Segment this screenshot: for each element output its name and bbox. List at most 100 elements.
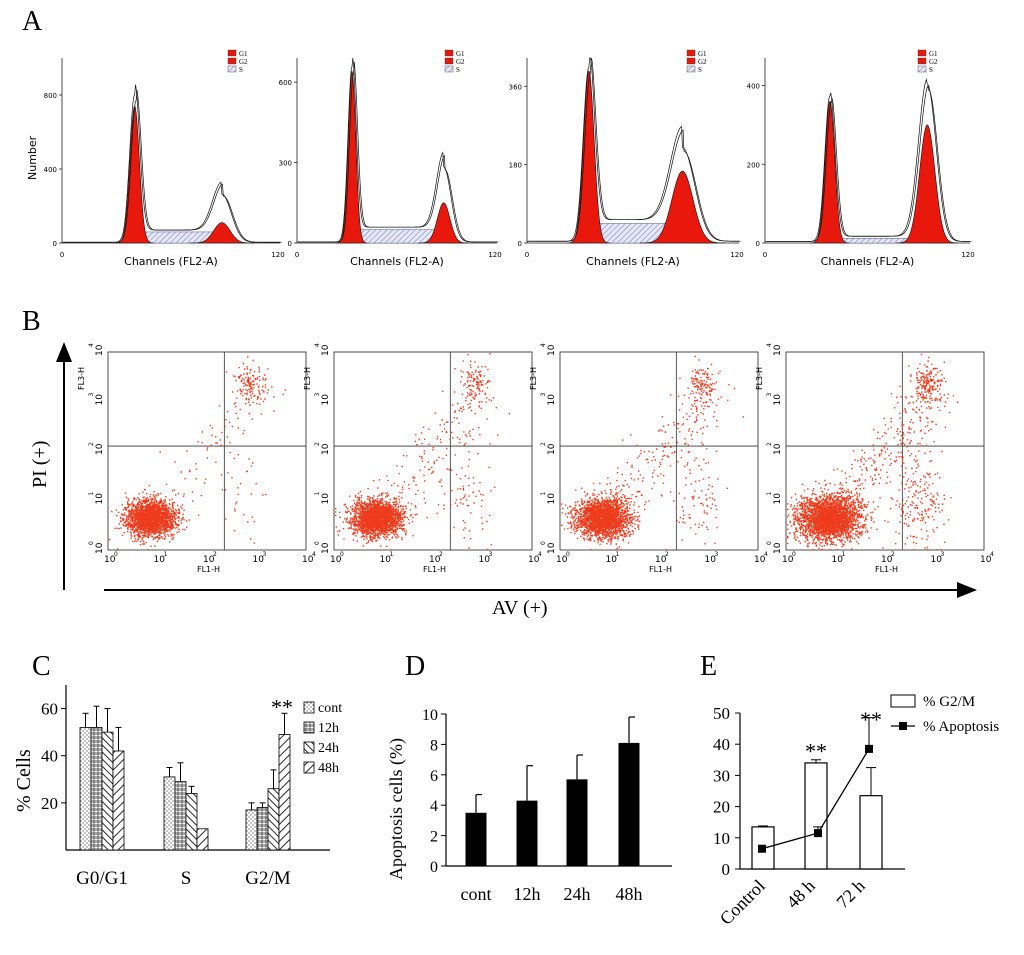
x-axis-label: FL1-H <box>875 565 898 574</box>
legend-swatch <box>917 49 927 57</box>
y-tick-exp: 1 <box>766 492 773 496</box>
y-tick-base: 10 <box>547 394 557 406</box>
y-tick-exp: 0 <box>540 541 547 545</box>
raw-histogram-outline <box>297 57 497 243</box>
y-tick-label: 50 <box>713 704 730 723</box>
bar-12h <box>256 807 269 851</box>
y-tick-exp: 1 <box>314 492 321 496</box>
y-tick-base: 10 <box>321 394 331 406</box>
x-axis-label: FL1-H <box>423 565 446 574</box>
legend-label: G2 <box>456 58 465 66</box>
x-tick-exp: 0 <box>792 551 796 558</box>
x-tick-exp: 0 <box>340 551 344 558</box>
x-tick-base: 10 <box>980 555 992 565</box>
legend-label: G2 <box>929 58 938 66</box>
panel-a-ylabel: Number <box>26 135 39 180</box>
legend-label: 48h <box>318 761 339 776</box>
legend-label: 12h <box>318 721 339 736</box>
legend-label: % G2/M <box>923 694 975 710</box>
legend-label: S <box>456 66 460 74</box>
x-tick-base: 10 <box>931 555 943 565</box>
category-label: 12h <box>514 884 541 904</box>
y-axis-label: FL3-H <box>77 367 86 390</box>
y-axis-label: FL3-H <box>529 367 538 390</box>
panel-e-combined-chart: 0 10 20 30 40 50 ** ** % G2/M % Apoptosis Control 4… <box>713 694 999 929</box>
x-tick-exp: 4 <box>538 551 542 558</box>
legend-label: cont <box>318 701 342 716</box>
y-tick-base: 10 <box>321 443 331 455</box>
legend-swatch <box>686 57 696 65</box>
y-tick-base: 10 <box>95 493 105 505</box>
raw-histogram-outline <box>528 57 741 242</box>
g2-peak <box>418 202 470 244</box>
x-tick-base: 10 <box>832 555 844 565</box>
bar-24h <box>566 779 588 866</box>
y-tick-exp: 2 <box>540 442 547 446</box>
legend-label: 24h <box>318 741 339 756</box>
apoptosis-marker <box>814 829 822 838</box>
x-tick-exp: 0 <box>114 551 118 558</box>
y-tick-exp: 4 <box>766 343 773 347</box>
x-tick-exp: 4 <box>990 551 994 558</box>
significance-mark: ** <box>805 738 827 763</box>
pi-axis-label: PI (+) <box>29 441 51 488</box>
y-tick-exp: 1 <box>540 492 547 496</box>
x-tick-label: 120 <box>271 251 284 259</box>
legend-label: G1 <box>698 50 707 58</box>
g2-peak <box>639 170 725 244</box>
legend-label: G1 <box>929 50 938 58</box>
event-dots <box>109 356 287 551</box>
x-tick-base: 10 <box>528 555 540 565</box>
raw-histogram-outline <box>63 90 282 243</box>
y-tick-label: 0 <box>430 859 438 876</box>
category-label: 48 h <box>782 876 818 912</box>
x-tick-label: 0 <box>60 251 64 259</box>
g1-peak <box>567 70 611 244</box>
y-tick-label: 20 <box>41 794 58 813</box>
x-tick-label: 120 <box>730 251 743 259</box>
x-tick-base: 10 <box>104 555 116 565</box>
y-tick-label: 400 <box>44 166 57 174</box>
y-tick-exp: 4 <box>88 343 95 347</box>
bar-24h <box>267 788 280 851</box>
category-label: cont <box>461 884 492 904</box>
legend-swatch <box>444 49 454 57</box>
x-tick-base: 10 <box>253 555 265 565</box>
bar-g2m <box>859 795 883 870</box>
panel-label-a: A <box>22 6 43 37</box>
g2-peak <box>188 222 255 244</box>
bar-cont <box>465 812 487 866</box>
y-tick-label: 200 <box>747 161 760 169</box>
legend-label: G1 <box>239 50 248 58</box>
y-tick-base: 10 <box>773 344 783 356</box>
x-tick-exp: 2 <box>439 551 443 558</box>
legend-marker <box>899 722 907 730</box>
y-axis-label: FL3-H <box>755 367 764 390</box>
y-tick-exp: 4 <box>540 343 547 347</box>
y-tick-base: 10 <box>321 344 331 356</box>
legend-label: % Apoptosis <box>923 719 999 735</box>
x-tick-base: 10 <box>655 555 667 565</box>
significance-mark: ** <box>271 695 293 720</box>
legend-swatch <box>303 761 315 774</box>
legend-swatch <box>686 65 696 73</box>
y-tick-label: 40 <box>41 747 58 766</box>
apoptosis-marker <box>865 744 873 753</box>
y-tick-base: 10 <box>95 394 105 406</box>
x-tick-exp: 2 <box>891 551 895 558</box>
x-tick-base: 10 <box>479 555 491 565</box>
legend-label: S <box>698 66 702 74</box>
y-tick-label: 0 <box>756 240 760 248</box>
legend-label: G1 <box>456 50 465 58</box>
x-tick-exp: 2 <box>665 551 669 558</box>
x-tick-base: 10 <box>154 555 166 565</box>
raw-histogram-outline <box>527 57 740 242</box>
panel-label-d: D <box>405 651 425 682</box>
x-axis-label: Channels (FL2-A) <box>586 255 680 268</box>
y-tick-label: 360 <box>509 83 522 91</box>
x-tick-exp: 3 <box>715 551 719 558</box>
category-label: 24h <box>564 884 591 904</box>
y-tick-exp: 3 <box>88 393 95 397</box>
